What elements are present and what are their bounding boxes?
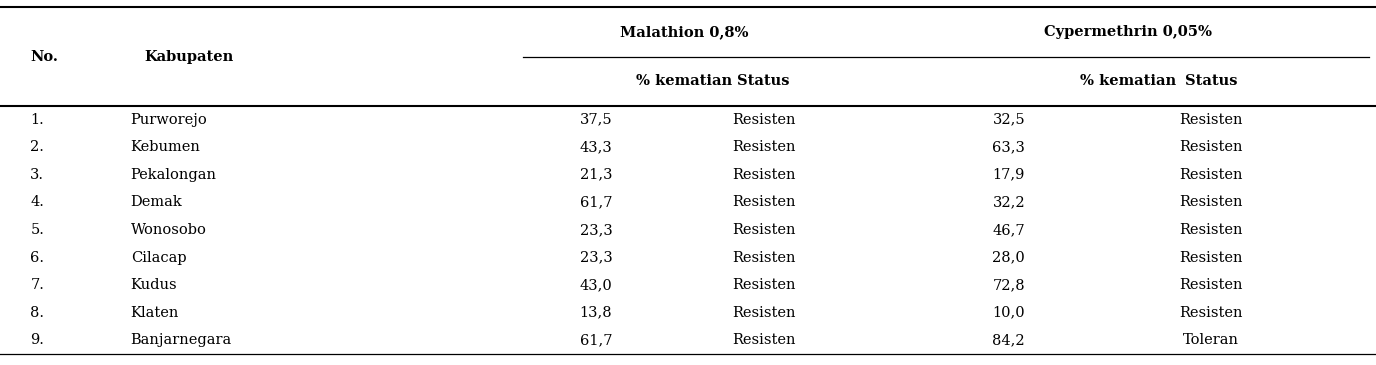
Text: Status: Status [1185,74,1237,88]
Text: 21,3: 21,3 [579,168,612,182]
Text: Resisten: Resisten [1179,113,1243,127]
Text: 72,8: 72,8 [992,278,1025,292]
Text: Demak: Demak [131,195,183,210]
Text: Cypermethrin 0,05%: Cypermethrin 0,05% [1044,25,1212,39]
Text: 10,0: 10,0 [992,306,1025,320]
Text: 43,3: 43,3 [579,140,612,154]
Text: 2.: 2. [30,140,44,154]
Text: 23,3: 23,3 [579,250,612,265]
Text: 9.: 9. [30,333,44,347]
Text: Resisten: Resisten [732,306,795,320]
Text: Resisten: Resisten [732,168,795,182]
Text: 1.: 1. [30,113,44,127]
Text: Toleran: Toleran [1183,333,1238,347]
Text: Resisten: Resisten [732,223,795,237]
Text: % kematian: % kematian [1080,74,1176,88]
Text: Resisten: Resisten [1179,195,1243,210]
Text: 5.: 5. [30,223,44,237]
Text: Malathion 0,8%: Malathion 0,8% [621,25,749,39]
Text: 6.: 6. [30,250,44,265]
Text: 3.: 3. [30,168,44,182]
Text: Pekalongan: Pekalongan [131,168,217,182]
Text: Wonosobo: Wonosobo [131,223,206,237]
Text: Resisten: Resisten [732,113,795,127]
Text: Kudus: Kudus [131,278,178,292]
Text: 63,3: 63,3 [992,140,1025,154]
Text: Resisten: Resisten [732,278,795,292]
Text: Resisten: Resisten [732,333,795,347]
Text: Resisten: Resisten [732,250,795,265]
Text: Cilacap: Cilacap [131,250,186,265]
Text: Resisten: Resisten [732,195,795,210]
Text: 61,7: 61,7 [579,333,612,347]
Text: 43,0: 43,0 [579,278,612,292]
Text: Banjarnegara: Banjarnegara [131,333,233,347]
Text: 84,2: 84,2 [992,333,1025,347]
Text: Resisten: Resisten [1179,168,1243,182]
Text: 32,5: 32,5 [992,113,1025,127]
Text: 4.: 4. [30,195,44,210]
Text: Klaten: Klaten [131,306,179,320]
Text: Resisten: Resisten [1179,250,1243,265]
Text: 61,7: 61,7 [579,195,612,210]
Text: Status: Status [738,74,790,88]
Text: Resisten: Resisten [1179,278,1243,292]
Text: 23,3: 23,3 [579,223,612,237]
Text: % kematian: % kematian [637,74,732,88]
Text: Resisten: Resisten [1179,140,1243,154]
Text: Kebumen: Kebumen [131,140,201,154]
Text: Kabupaten: Kabupaten [144,50,234,64]
Text: 46,7: 46,7 [992,223,1025,237]
Text: 32,2: 32,2 [992,195,1025,210]
Text: Purworejo: Purworejo [131,113,208,127]
Text: 17,9: 17,9 [992,168,1025,182]
Text: 28,0: 28,0 [992,250,1025,265]
Text: Resisten: Resisten [732,140,795,154]
Text: 13,8: 13,8 [579,306,612,320]
Text: 7.: 7. [30,278,44,292]
Text: 37,5: 37,5 [579,113,612,127]
Text: No.: No. [30,50,58,64]
Text: 8.: 8. [30,306,44,320]
Text: Resisten: Resisten [1179,306,1243,320]
Text: Resisten: Resisten [1179,223,1243,237]
